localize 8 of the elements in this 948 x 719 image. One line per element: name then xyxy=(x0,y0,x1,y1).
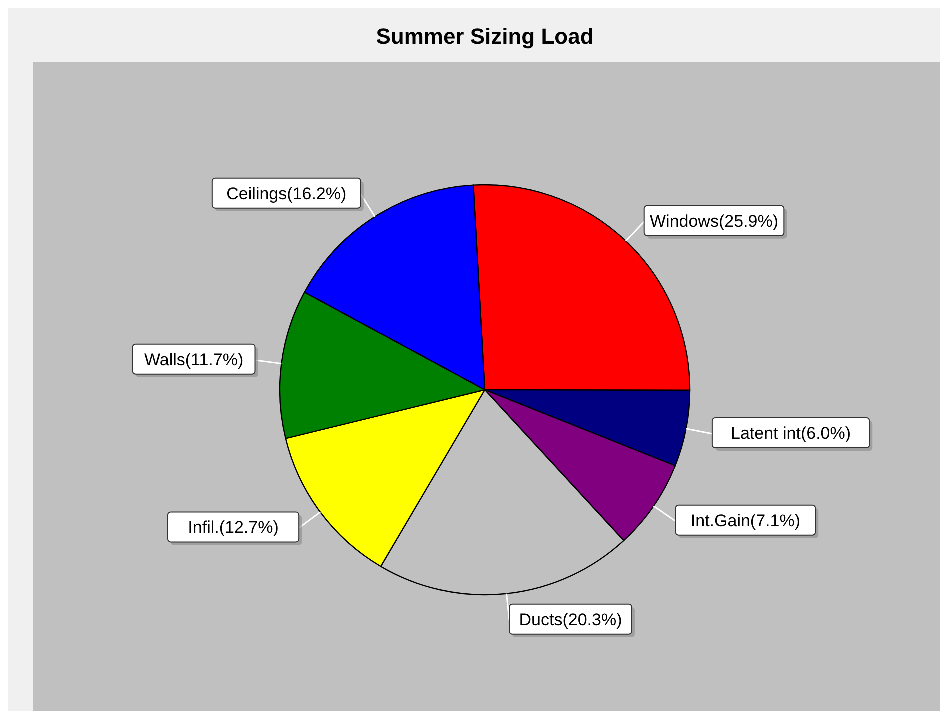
chart-title: Summer Sizing Load xyxy=(376,24,594,49)
slice-label: Walls(11.7%) xyxy=(144,350,244,370)
slice-label: Windows(25.9%) xyxy=(650,212,779,231)
slice-label: Int.Gain(7.1%) xyxy=(690,511,801,530)
slice-label: Ducts(20.3%) xyxy=(519,610,622,630)
slice-label: Infil.(12.7%) xyxy=(188,518,279,538)
slice-label: Latent int(6.0%) xyxy=(731,424,852,443)
slice-label: Ceilings(16.2%) xyxy=(226,184,347,204)
